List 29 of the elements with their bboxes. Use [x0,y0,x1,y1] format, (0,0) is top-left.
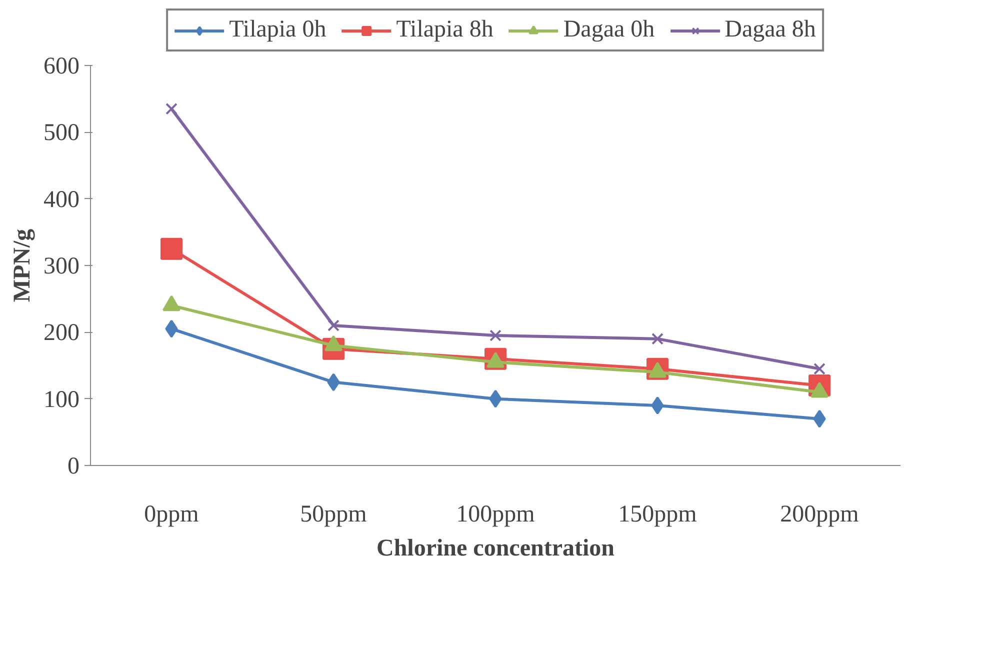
point [160,238,182,260]
x-tick-label: 150ppm [618,502,698,528]
point [651,396,664,414]
x-tick-label: 200ppm [780,502,860,528]
point [814,362,826,375]
x-tick-label: 50ppm [300,502,368,528]
y-axis-title: MPN/g [10,228,36,302]
y-tick-label: 0 [68,454,80,480]
point [165,320,178,338]
x-tick-label: 0ppm [144,502,200,528]
point [489,390,502,408]
y-tick-label: 300 [44,254,80,280]
y-tick-label: 500 [44,120,80,146]
point [327,373,340,392]
point [652,332,664,345]
y-tick-label: 400 [44,186,80,213]
legend-label: Tilapia 0h [229,16,326,44]
point [166,102,178,115]
x-tick-label: 100ppm [456,502,536,528]
legend-label: Dagaa 8h [724,16,816,44]
legend-label: Dagaa 0h [563,16,655,44]
y-tick-label: 200 [44,320,80,346]
point [328,320,340,332]
y-tick-label: 100 [44,386,80,413]
x-axis-title: Chlorine concentration [376,536,614,562]
legend-label: Tilapia 8h [396,16,494,44]
point [813,410,826,428]
point [490,330,502,342]
y-tick-label: 600 [44,54,80,80]
